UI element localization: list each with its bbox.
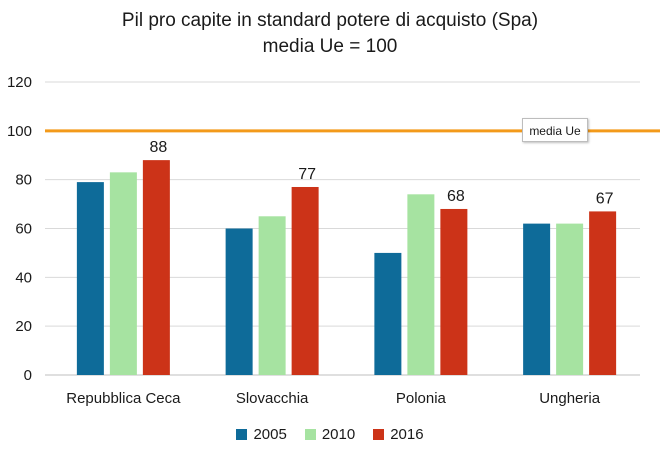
y-tick-label-100: 100 xyxy=(7,123,32,140)
bar-2016-2 xyxy=(440,208,468,375)
data-label-0: 88 xyxy=(149,139,167,156)
y-tick-label-120: 120 xyxy=(7,74,32,91)
legend-swatch-2010 xyxy=(304,429,316,440)
y-tick-label-0: 0 xyxy=(24,367,32,384)
chart-legend: 2005 2010 2016 xyxy=(0,426,660,443)
data-label-2: 68 xyxy=(447,188,465,205)
legend-label-2016: 2016 xyxy=(390,426,424,443)
reference-line-label: media Ue xyxy=(522,118,588,142)
bar-2016-3 xyxy=(589,211,617,375)
legend-item-2016: 2016 xyxy=(373,426,424,443)
y-tick-label-40: 40 xyxy=(15,269,32,286)
y-tick-label-60: 60 xyxy=(15,221,32,238)
legend-swatch-2005 xyxy=(236,429,248,440)
x-category-label-2: Polonia xyxy=(396,390,447,407)
bar-2010-1 xyxy=(258,216,286,375)
bar-2005-0 xyxy=(76,182,104,375)
bar-2016-1 xyxy=(291,186,319,375)
data-label-1: 77 xyxy=(298,166,316,183)
bar-2010-2 xyxy=(407,194,435,375)
legend-item-2010: 2010 xyxy=(304,426,356,443)
chart-subtitle: media Ue = 100 xyxy=(262,36,398,57)
bar-2010-3 xyxy=(556,223,584,375)
legend-label-2010: 2010 xyxy=(321,426,356,443)
bar-2010-0 xyxy=(109,172,137,375)
x-category-label-0: Repubblica Ceca xyxy=(66,390,181,407)
chart-title: Pil pro capite in standard potere di acq… xyxy=(121,10,539,31)
x-category-label-1: Slovacchia xyxy=(236,390,309,407)
y-tick-label-80: 80 xyxy=(15,172,32,189)
bar-2005-3 xyxy=(523,223,551,375)
bar-2005-1 xyxy=(225,228,253,375)
legend-item-2005: 2005 xyxy=(236,426,287,443)
bar-2016-0 xyxy=(142,160,170,375)
bar-2005-2 xyxy=(374,252,402,375)
y-tick-label-20: 20 xyxy=(15,318,32,335)
legend-label-2005: 2005 xyxy=(253,426,287,443)
x-category-label-3: Ungheria xyxy=(539,390,601,407)
data-label-3: 67 xyxy=(596,190,614,207)
legend-swatch-2016 xyxy=(373,429,385,440)
